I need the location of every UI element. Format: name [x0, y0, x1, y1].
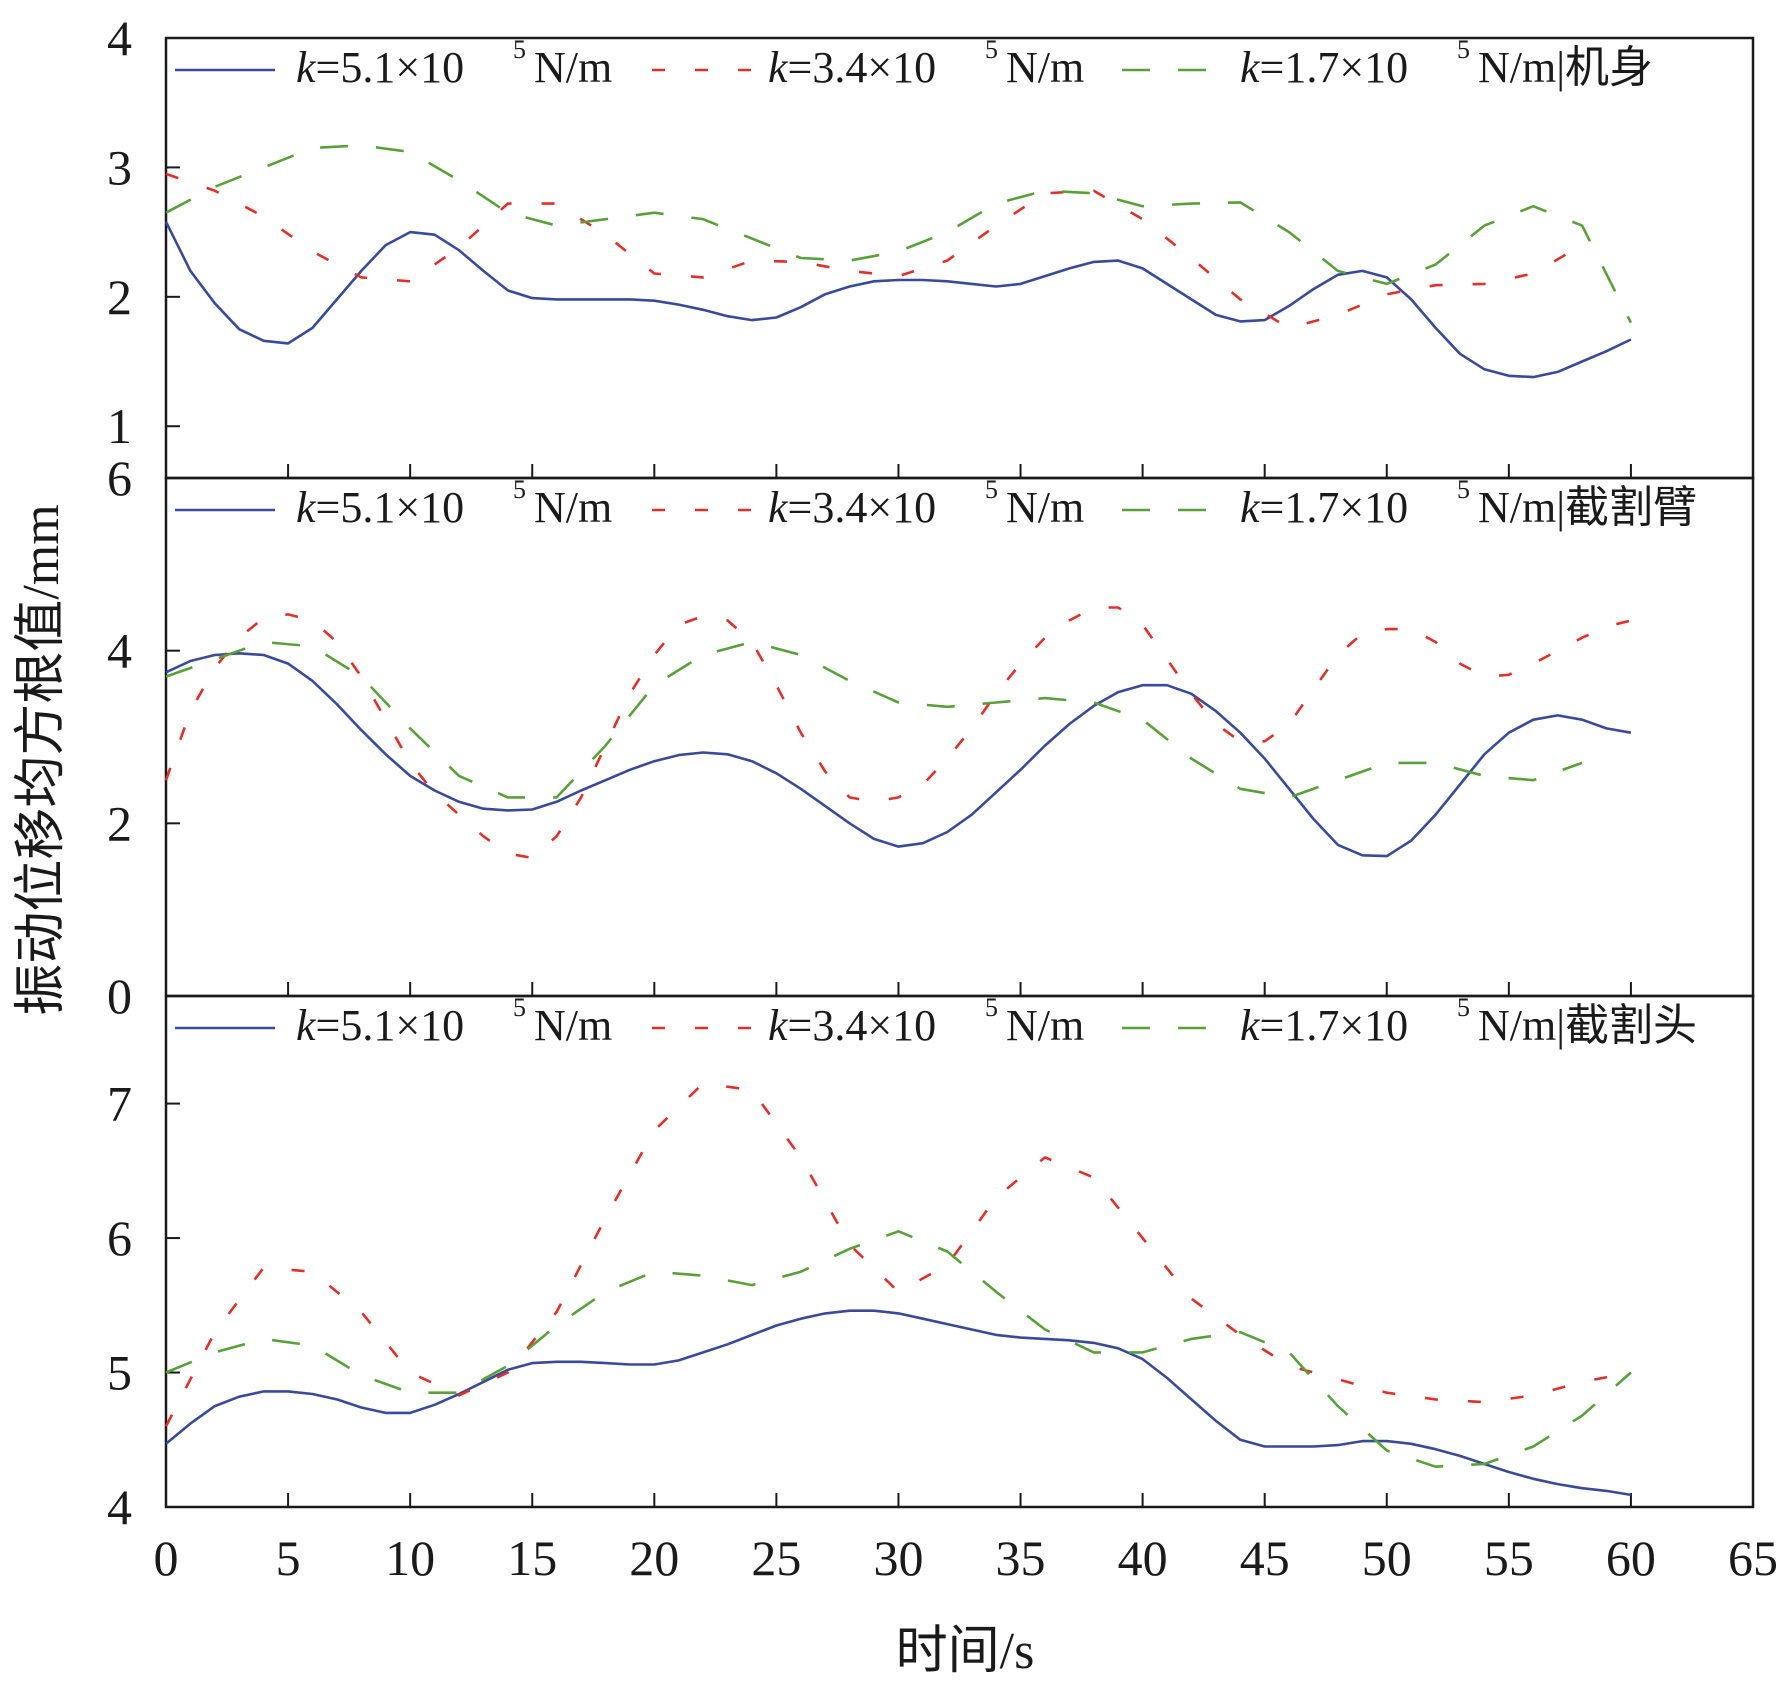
legend-entry-0: k=5.1×10	[296, 483, 464, 532]
legend-entry-2: k=1.7×10	[1240, 483, 1408, 532]
series-line-2	[165, 144, 1633, 324]
legend-entry-0: k=5.1×10	[296, 43, 464, 92]
y-axis-title: 振动位移均方根值/mm	[13, 504, 70, 1015]
legend-exponent: 5	[513, 35, 526, 64]
y-tick-label: 1	[107, 398, 132, 454]
x-tick-label: 50	[1362, 1530, 1412, 1586]
legend-unit: N/m	[1006, 43, 1084, 92]
legend-exponent: 5	[1457, 993, 1470, 1022]
legend-entry-1: k=3.4×10	[768, 43, 936, 92]
legend-entry-0: k=5.1×10	[296, 1001, 464, 1050]
series-line-0	[165, 1309, 1632, 1497]
x-tick-label: 45	[1240, 1530, 1290, 1586]
x-axis-title: 时间/s	[896, 1623, 1035, 1680]
plot-layer: 1 2 3 4 k=5.1×10 5 N/m k=3.4×10 5 N/m k=1.7×10 5 N/m…	[107, 10, 1778, 1586]
x-tick-label: 25	[751, 1530, 801, 1586]
legend-exponent: 5	[1457, 475, 1470, 504]
legend-unit: N/m	[1006, 1001, 1084, 1050]
legend-unit: N/m	[534, 43, 612, 92]
x-tick-label: 40	[1118, 1530, 1168, 1586]
legend-unit: N/m|截割头	[1478, 1001, 1697, 1050]
x-tick-label: 60	[1606, 1530, 1656, 1586]
y-tick-label: 4	[107, 623, 132, 679]
x-tick-label: 55	[1484, 1530, 1534, 1586]
x-tick-label: 30	[873, 1530, 923, 1586]
x-tick-label: 65	[1728, 1530, 1778, 1586]
y-tick-label: 2	[107, 269, 132, 325]
y-tick-label: 6	[107, 1210, 132, 1266]
series-line-1	[165, 172, 1583, 330]
y-tick-label: 5	[107, 1345, 132, 1401]
legend-unit: N/m|截割臂	[1478, 483, 1697, 532]
legend-unit: N/m	[534, 483, 612, 532]
series-line-0	[165, 652, 1632, 858]
x-tick-label: 5	[276, 1530, 301, 1586]
y-tick-label: 6	[107, 450, 132, 506]
series-line-1	[164, 606, 1632, 860]
legend-exponent: 5	[513, 993, 526, 1022]
x-tick-label: 20	[629, 1530, 679, 1586]
panel-frame	[164, 36, 1755, 480]
x-tick-label: 35	[996, 1530, 1046, 1586]
series-line-2	[165, 640, 1583, 799]
y-tick-label: 4	[107, 1479, 132, 1535]
legend-entry-2: k=1.7×10	[1240, 1001, 1408, 1050]
legend-unit: N/m	[1006, 483, 1084, 532]
legend-exponent: 5	[985, 35, 998, 64]
y-tick-label: 4	[107, 10, 132, 66]
panel-frame	[164, 476, 1755, 998]
legend-exponent: 5	[513, 475, 526, 504]
legend-exponent: 5	[985, 475, 998, 504]
x-tick-label: 15	[507, 1530, 557, 1586]
panel-frame	[164, 994, 1755, 1509]
legend-exponent: 5	[1457, 35, 1470, 64]
series-line-0	[164, 221, 1632, 379]
legend-entry-2: k=1.7×10	[1240, 43, 1408, 92]
legend-unit: N/m|机身	[1478, 43, 1653, 92]
legend-unit: N/m	[534, 1001, 612, 1050]
y-tick-label: 3	[107, 139, 132, 195]
y-tick-label: 0	[107, 968, 132, 1024]
panel-1: 0 2 4 6 k=5.1×10 5 N/m k=3.4×10 5 N/m k=1.7×10 5 N/m…	[107, 450, 1755, 1024]
legend-exponent: 5	[985, 993, 998, 1022]
x-tick-label: 0	[154, 1530, 179, 1586]
x-tick-label: 10	[385, 1530, 435, 1586]
series-line-2	[165, 1230, 1632, 1468]
series-line-1	[164, 1082, 1632, 1427]
y-tick-label: 2	[107, 795, 132, 851]
legend-entry-1: k=3.4×10	[768, 1001, 936, 1050]
y-tick-label: 7	[107, 1076, 132, 1132]
legend-entry-1: k=3.4×10	[768, 483, 936, 532]
panel-0: 1 2 3 4 k=5.1×10 5 N/m k=3.4×10 5 N/m k=1.7×10 5 N/m…	[107, 10, 1755, 480]
